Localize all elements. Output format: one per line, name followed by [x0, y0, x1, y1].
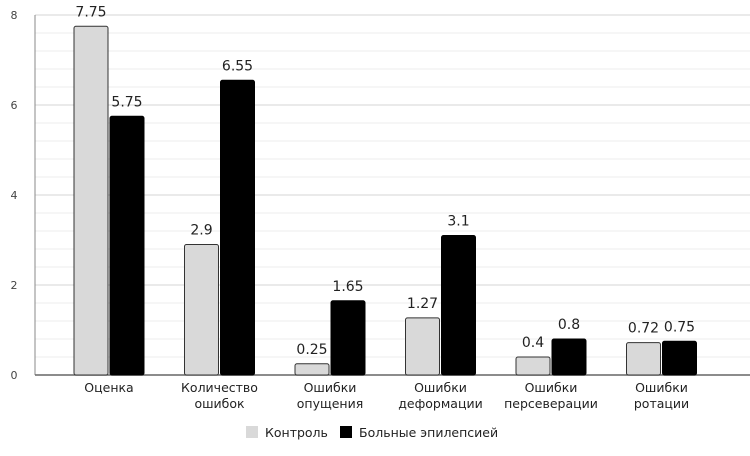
bar	[515, 356, 551, 376]
y-tick-label: 0	[11, 369, 18, 382]
bar	[551, 338, 587, 376]
y-tick-label: 8	[11, 9, 18, 22]
bar	[330, 300, 366, 376]
data-label: 0.8	[558, 317, 580, 333]
x-tick-label: Оценка	[84, 380, 133, 395]
x-tick-label: Ошибки	[304, 380, 357, 395]
data-label: 0.75	[664, 319, 695, 335]
data-label: 0.72	[628, 321, 659, 337]
legend-swatch	[340, 426, 352, 438]
x-tick-label: ротации	[634, 396, 689, 411]
data-label: 3.1	[447, 214, 469, 230]
bar	[441, 235, 476, 376]
x-tick-label: Ошибки	[635, 380, 688, 395]
bar	[294, 363, 330, 376]
x-tick-label: Количество	[181, 380, 258, 395]
bar	[184, 244, 219, 376]
x-tick-label: ошибок	[194, 396, 245, 411]
x-tick-label: персеверации	[504, 396, 598, 411]
data-label: 7.75	[75, 4, 106, 20]
data-label: 6.55	[222, 58, 253, 74]
data-label: 5.75	[111, 94, 142, 110]
bar	[405, 317, 440, 376]
bar	[626, 342, 661, 376]
data-label: 0.4	[522, 335, 544, 351]
data-label: 1.27	[407, 296, 438, 312]
data-label: 1.65	[332, 279, 363, 295]
x-tick-label: опущения	[297, 396, 364, 411]
legend-label: Контроль	[265, 425, 328, 440]
x-tick-label: Ошибки	[525, 380, 578, 395]
y-tick-label: 4	[11, 189, 18, 202]
bar	[662, 340, 697, 376]
bar	[109, 115, 145, 376]
x-tick-label: Ошибки	[414, 380, 467, 395]
y-tick-label: 6	[11, 99, 18, 112]
data-label: 0.25	[296, 342, 327, 358]
legend-swatch	[246, 426, 258, 438]
legend-label: Больные эпилепсией	[359, 425, 498, 440]
bar	[73, 25, 109, 376]
x-tick-label: деформации	[398, 396, 482, 411]
data-label: 2.9	[190, 223, 212, 239]
bar	[220, 79, 255, 376]
y-tick-label: 2	[11, 279, 18, 292]
